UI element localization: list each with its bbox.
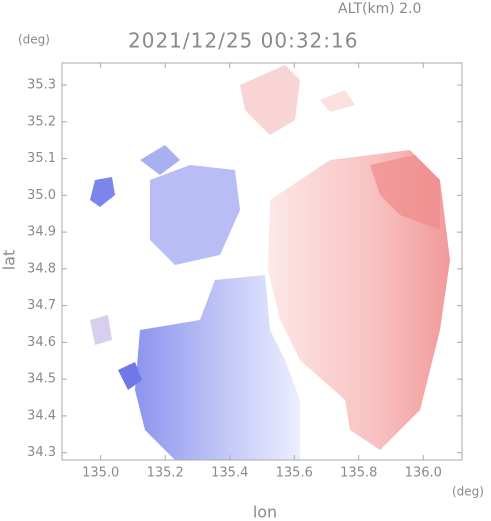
- field-positive: [370, 155, 440, 230]
- field-positive: [240, 65, 300, 135]
- y-unit: (deg): [18, 33, 50, 47]
- y-tick-label: 34.9: [27, 225, 56, 240]
- y-axis-label: lat: [0, 250, 19, 271]
- y-tick-label: 35.2: [27, 114, 56, 129]
- x-tick-label: 135.6: [276, 466, 313, 481]
- y-tick-label: 34.5: [27, 372, 56, 387]
- x-tick-label: 136.0: [405, 466, 442, 481]
- plot-frame: [61, 62, 463, 461]
- field-negative: [140, 145, 180, 175]
- field-mixed: [90, 315, 112, 345]
- x-axis-label: lon: [253, 503, 277, 521]
- y-tick-label: 34.8: [27, 261, 56, 276]
- altitude-label: ALT(km) 2.0: [338, 1, 421, 17]
- y-tick-label: 34.7: [27, 298, 56, 313]
- x-unit: (deg): [452, 485, 484, 499]
- y-tick-label: 35.3: [27, 78, 56, 93]
- y-tick-label: 34.3: [27, 445, 56, 460]
- field-negative: [135, 275, 300, 460]
- velocity-field: [90, 65, 450, 460]
- x-tick-label: 135.2: [147, 466, 184, 481]
- chart-title: 2021/12/25 00:32:16: [128, 29, 358, 53]
- y-tick-label: 35.0: [27, 188, 56, 203]
- field-negative: [150, 165, 240, 265]
- field-negative: [90, 177, 115, 207]
- x-tick-label: 135.4: [211, 466, 248, 481]
- field-positive: [320, 90, 355, 112]
- field-negative: [118, 362, 142, 390]
- x-tick-label: 135.0: [82, 466, 119, 481]
- x-tick-label: 135.8: [340, 466, 377, 481]
- y-tick-label: 34.6: [27, 335, 56, 350]
- field-positive: [268, 150, 450, 450]
- y-tick-label: 34.4: [27, 408, 56, 423]
- y-tick-label: 35.1: [27, 151, 56, 166]
